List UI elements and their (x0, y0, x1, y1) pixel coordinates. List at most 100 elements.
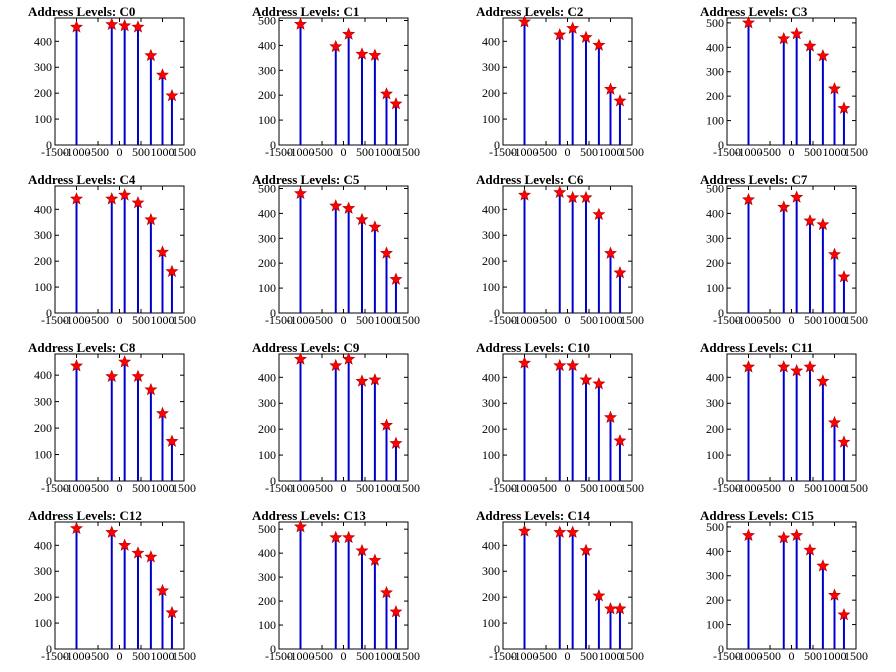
y-tick-label: 500 (258, 181, 276, 195)
peak-star-marker (777, 200, 791, 213)
x-tick-label: 0 (117, 649, 123, 663)
y-tick-label: 300 (482, 564, 500, 578)
y-tick-label: 100 (706, 618, 724, 632)
peak-star-marker (118, 355, 132, 368)
y-tick-label: 100 (706, 281, 724, 295)
subplot-title: Address Levels: C9 (252, 340, 360, 355)
peak-star-marker (579, 30, 593, 43)
y-tick-label: 100 (34, 112, 52, 126)
peak-star-marker (294, 186, 307, 199)
peak-star-marker (329, 199, 343, 212)
peak-star-marker (566, 358, 580, 372)
x-tick-label: 1000 (599, 313, 623, 327)
peak-star-marker (368, 48, 382, 61)
x-tick-label: -1000 (735, 145, 763, 159)
peak-star-marker (592, 589, 606, 602)
x-tick-label: 500 (356, 649, 374, 663)
y-tick-label: 500 (706, 520, 724, 534)
peak-star-marker (329, 530, 343, 544)
peak-star-marker (156, 583, 169, 597)
x-tick-label: -1500 (713, 145, 741, 159)
x-tick-label: 1000 (823, 481, 847, 495)
peak-star-marker (803, 214, 817, 227)
subplot-title: Address Levels: C11 (700, 340, 813, 355)
subplot-title: Address Levels: C13 (252, 508, 366, 523)
x-tick-label: 500 (804, 145, 822, 159)
y-tick-label: 500 (258, 13, 276, 27)
x-tick-label: 0 (789, 313, 795, 327)
peak-star-marker (828, 247, 841, 260)
y-tick-label: 200 (258, 422, 276, 436)
peak-star-marker (553, 525, 567, 538)
peak-star-marker (604, 410, 617, 424)
x-tick-label: -500 (311, 313, 333, 327)
peak-star-marker (579, 543, 593, 557)
x-tick-label: 1500 (396, 481, 420, 495)
y-tick-label: 200 (482, 590, 500, 604)
subplot-2: Address Levels: C2 0 100 200 300 400 -1500-100… (476, 4, 644, 159)
peak-star-marker (118, 188, 132, 201)
y-tick-label: 200 (482, 86, 500, 100)
x-tick-label: -1000 (63, 313, 91, 327)
peak-star-marker (131, 546, 145, 559)
x-tick-label: -1000 (511, 145, 539, 159)
y-tick-label: 400 (34, 368, 52, 382)
x-tick-label: 0 (565, 649, 571, 663)
peak-star-marker (837, 607, 851, 621)
peak-star-marker (165, 88, 179, 102)
x-tick-label: -500 (759, 481, 781, 495)
peak-star-marker (144, 212, 158, 226)
x-tick-label: 0 (117, 481, 123, 495)
peak-star-marker (777, 31, 791, 45)
x-tick-label: 0 (789, 481, 795, 495)
y-tick-label: 400 (34, 34, 52, 48)
x-tick-label: -1000 (63, 649, 91, 663)
y-tick-label: 0 (46, 306, 52, 320)
peak-star-marker (389, 97, 403, 110)
x-tick-label: -1500 (265, 481, 293, 495)
peak-star-marker (342, 201, 356, 214)
subplot-title: Address Levels: C2 (476, 4, 583, 19)
peak-star-marker (579, 373, 593, 386)
x-tick-label: 1000 (151, 481, 175, 495)
y-tick-label: 200 (34, 254, 52, 268)
y-tick-label: 200 (258, 88, 276, 102)
plot-frame (278, 353, 409, 482)
plot-frame (726, 353, 857, 482)
peak-star-marker (592, 38, 606, 51)
x-tick-label: -1500 (41, 313, 69, 327)
peak-star-marker (156, 68, 169, 81)
x-tick-label: 1500 (396, 145, 420, 159)
y-tick-label: 100 (482, 448, 500, 462)
plot-frame (726, 17, 857, 146)
peak-star-marker (380, 87, 393, 100)
x-tick-label: -500 (311, 145, 333, 159)
peak-star-marker (294, 352, 307, 365)
y-tick-label: 200 (482, 422, 500, 436)
y-tick-label: 400 (258, 370, 276, 384)
peak-star-marker (156, 245, 169, 258)
y-tick-label: 200 (34, 590, 52, 604)
x-tick-label: 500 (132, 145, 150, 159)
x-tick-label: -1000 (63, 481, 91, 495)
y-tick-label: 0 (494, 138, 500, 152)
peak-star-marker (380, 585, 393, 599)
y-tick-label: 100 (706, 448, 724, 462)
peak-star-marker (828, 82, 841, 95)
x-tick-label: -500 (759, 649, 781, 663)
x-tick-label: -500 (87, 313, 109, 327)
y-tick-label: 0 (718, 306, 724, 320)
y-tick-label: 0 (494, 474, 500, 488)
x-tick-label: 500 (580, 313, 598, 327)
peak-star-marker (389, 272, 403, 285)
peak-star-marker (613, 94, 627, 107)
x-tick-label: -1000 (63, 145, 91, 159)
x-tick-label: 0 (789, 649, 795, 663)
x-tick-label: -500 (535, 649, 557, 663)
x-tick-label: 1500 (396, 313, 420, 327)
peak-star-marker (742, 360, 755, 373)
x-tick-label: -1500 (265, 145, 293, 159)
peak-star-marker (604, 246, 617, 259)
subplot-5: Address Levels: C50100200300400500-1500-… (252, 172, 420, 327)
